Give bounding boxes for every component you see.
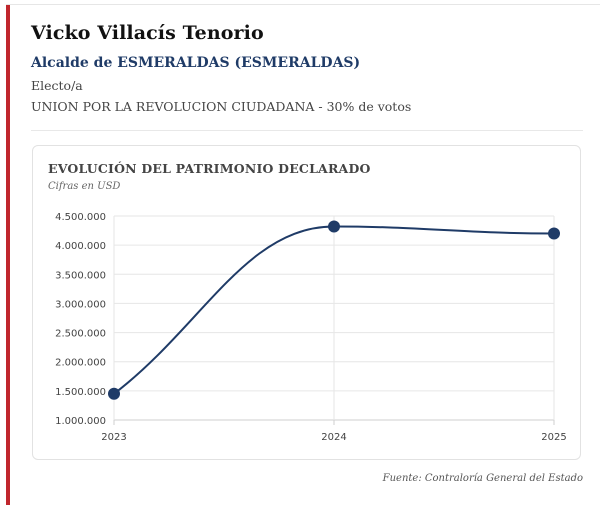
y-tick-label: 1.500.000 (55, 387, 106, 398)
x-tick-label: 2023 (101, 432, 126, 443)
election-status: Electo/a (31, 78, 83, 93)
candidate-office: Alcalde de ESMERALDAS (ESMERALDAS) (31, 55, 361, 71)
data-point (108, 387, 120, 400)
y-tick-label: 2.500.000 (55, 329, 106, 340)
y-tick-label: 4.000.000 (55, 241, 106, 252)
party-votes: UNION POR LA REVOLUCION CIUDADANA - 30% … (31, 99, 412, 114)
y-tick-label: 1.000.000 (55, 416, 106, 427)
data-point (548, 227, 560, 240)
series-line (113, 225, 555, 395)
y-tick-label: 3.500.000 (55, 270, 106, 281)
data-point (328, 220, 340, 233)
y-tick-label: 4.500.000 (55, 212, 106, 223)
accent-bar (6, 5, 10, 505)
candidate-name: Vicko Villacís Tenorio (31, 22, 264, 44)
patrimonio-line-chart: 1.000.000 1.500.000 2.000.000 2.500.000 3.00… (55, 212, 567, 443)
top-rule (6, 4, 600, 5)
y-tick-label: 2.000.000 (55, 358, 106, 369)
source-note: Fuente: Contraloría General del Estado (382, 473, 583, 484)
divider (31, 130, 583, 131)
chart-title: EVOLUCIÓN DEL PATRIMONIO DECLARADO (48, 161, 371, 176)
y-tick-label: 3.000.000 (55, 299, 106, 310)
x-tick-label: 2025 (541, 432, 566, 443)
chart-card: EVOLUCIÓN DEL PATRIMONIO DECLARADO Cifra… (32, 145, 581, 460)
chart-subtitle: Cifras en USD (48, 181, 121, 192)
x-tick-label: 2024 (321, 432, 346, 443)
